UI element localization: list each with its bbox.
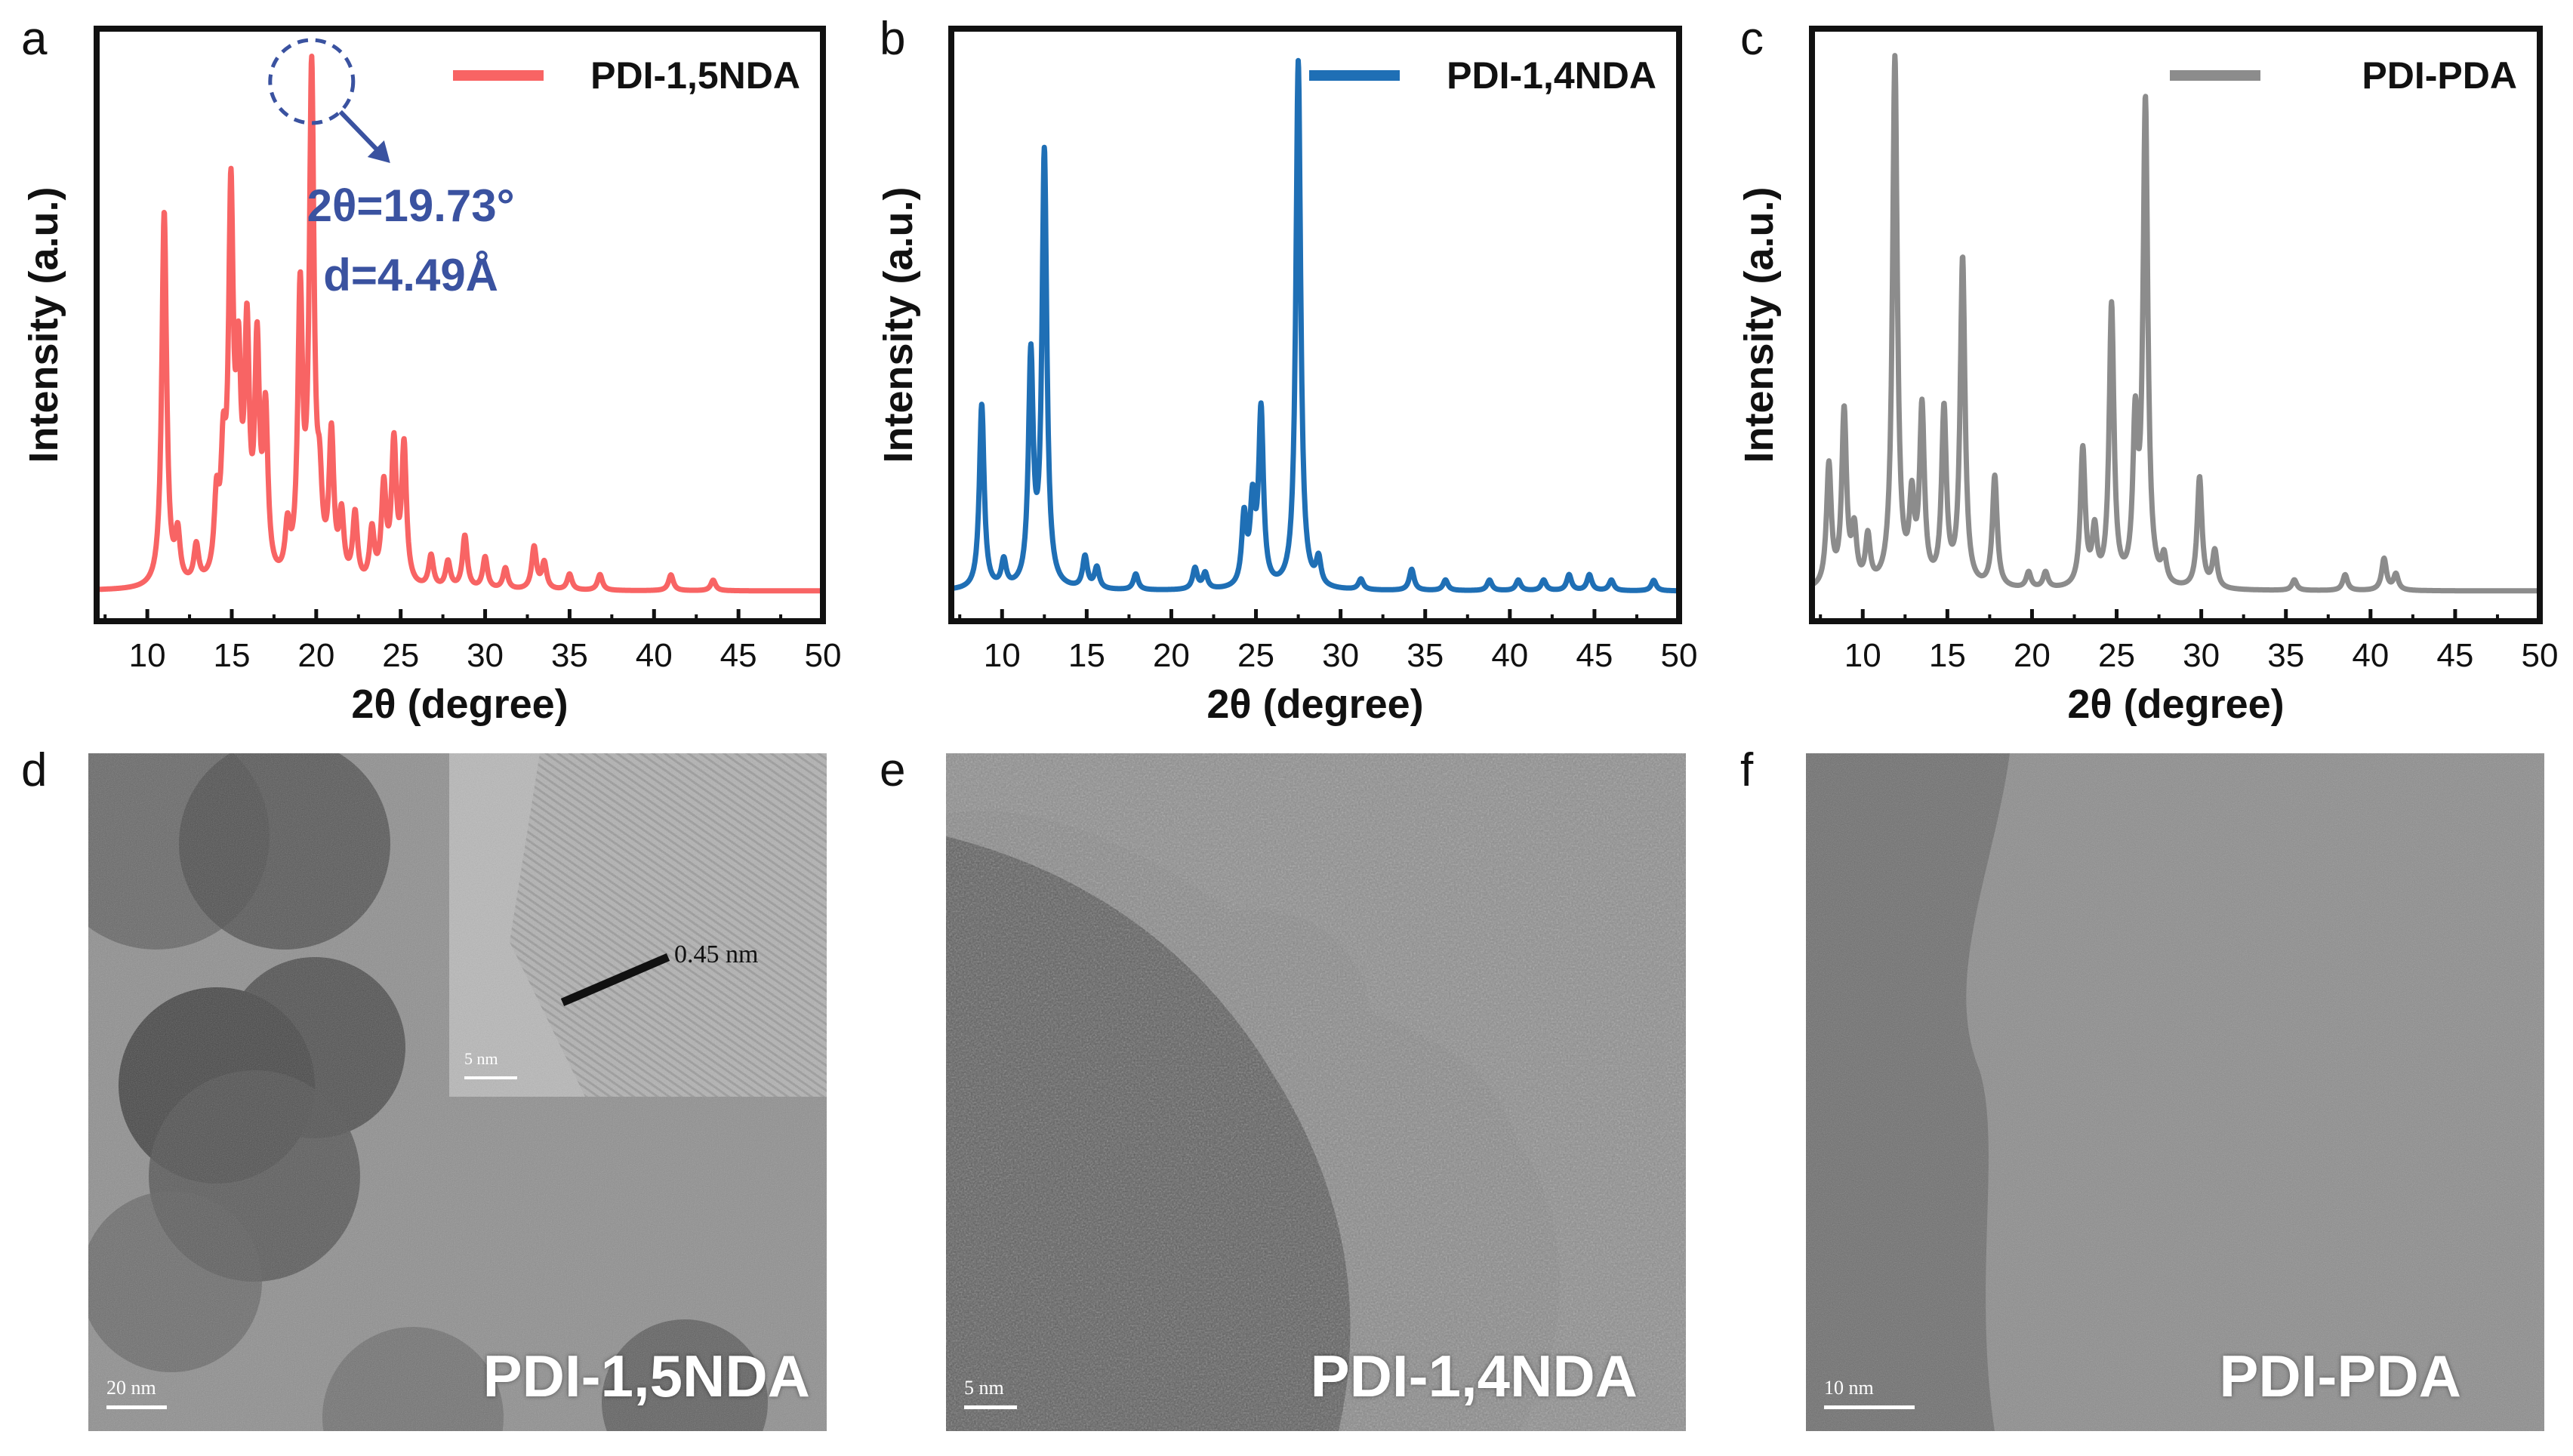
x-tick-label: 25 <box>382 637 419 674</box>
x-tick-label: 40 <box>636 637 673 674</box>
peak-highlight-circle <box>268 38 356 125</box>
axes-frame <box>948 26 1682 624</box>
panel-letter-c: c <box>1740 13 1764 65</box>
tem-image-d: 5 nm 0.45 nm 20 nm PDI-1,5NDA <box>88 753 827 1431</box>
x-tick-label: 50 <box>805 637 842 674</box>
x-tick-label: 35 <box>2267 637 2304 674</box>
axes-frame <box>1809 26 2543 624</box>
series-line <box>1810 53 2542 594</box>
series-line <box>94 54 825 594</box>
tem-d-scale-bar <box>106 1405 167 1409</box>
panel-letter-d: d <box>21 744 48 796</box>
tem-d-label: PDI-1,5NDA <box>482 1343 810 1409</box>
panel-letter-e: e <box>880 744 906 796</box>
x-tick-label: 50 <box>2522 637 2559 674</box>
xrd-charts: 10 15 20 25 30 35 40 45 50 2θ (degree) Intensity (… <box>21 26 2559 727</box>
tem-e-label: PDI-1,4NDA <box>1310 1343 1638 1409</box>
x-tick-label: 15 <box>1929 637 1966 674</box>
tem-d-fringe-label: 0.45 nm <box>674 940 759 968</box>
panel-letter-b: b <box>880 13 906 65</box>
legend-label: PDI-PDA <box>2362 54 2517 97</box>
x-tick-label: 10 <box>984 637 1021 674</box>
tem-d-inset-texture <box>449 753 827 1097</box>
x-tick-label: 45 <box>1576 637 1613 674</box>
legend-label: PDI-1,4NDA <box>1447 54 1656 97</box>
x-tick-label: 40 <box>2352 637 2389 674</box>
x-tick-label: 50 <box>1661 637 1698 674</box>
x-tick-label: 35 <box>1407 637 1444 674</box>
tem-f-texture <box>1806 753 2544 1431</box>
tem-d-scale-text: 20 nm <box>106 1377 156 1399</box>
annotation-arrowhead <box>367 140 390 163</box>
tem-d-inset-scale-bar <box>464 1076 517 1079</box>
tem-d-inset-scale-text: 5 nm <box>464 1049 498 1068</box>
x-tick-label: 20 <box>297 637 334 674</box>
x-tick-label: 10 <box>129 637 166 674</box>
x-tick-label: 10 <box>1844 637 1881 674</box>
x-axis-label: 2θ (degree) <box>1206 682 1423 727</box>
xrd-panel-2: 10 15 20 25 30 35 40 45 50 2θ (degree) Intensity (… <box>1736 26 2559 727</box>
x-tick-label: 25 <box>2098 637 2135 674</box>
panel-letter-f: f <box>1740 744 1754 796</box>
tem-image-f: 10 nm PDI-PDA <box>1806 753 2544 1431</box>
x-tick-label: 45 <box>2436 637 2473 674</box>
tem-e-texture <box>946 753 1686 1431</box>
annotation-text-0: 2θ=19.73° <box>307 180 515 231</box>
tem-f-label: PDI-PDA <box>2219 1343 2461 1409</box>
x-tick-label: 35 <box>551 637 588 674</box>
x-axis-label: 2θ (degree) <box>2067 682 2284 727</box>
y-axis-label: Intensity (a.u.) <box>876 186 921 463</box>
x-axis-label: 2θ (degree) <box>351 682 568 727</box>
x-tick-label: 15 <box>214 637 251 674</box>
tem-f-scale-text: 10 nm <box>1824 1377 1874 1399</box>
xrd-panel-1: 10 15 20 25 30 35 40 45 50 2θ (degree) Intensity (… <box>876 26 1698 727</box>
x-tick-label: 45 <box>720 637 757 674</box>
x-tick-label: 20 <box>2014 637 2051 674</box>
tem-d-inset: 5 nm 0.45 nm <box>449 753 827 1097</box>
panel-letter-a: a <box>21 13 48 65</box>
x-tick-label: 30 <box>467 637 504 674</box>
annotation-text-1: d=4.49Å <box>323 250 498 300</box>
x-tick-label: 40 <box>1491 637 1528 674</box>
tem-f-scale-bar <box>1824 1405 1915 1409</box>
x-tick-label: 30 <box>2183 637 2220 674</box>
xrd-panel-0: 10 15 20 25 30 35 40 45 50 2θ (degree) Intensity (… <box>21 26 842 727</box>
legend-label: PDI-1,5NDA <box>590 54 800 97</box>
x-tick-label: 30 <box>1322 637 1359 674</box>
series-line <box>949 57 1681 594</box>
tem-e-scale-text: 5 nm <box>964 1377 1004 1399</box>
y-axis-label: Intensity (a.u.) <box>21 186 66 463</box>
tem-image-e: 5 nm PDI-1,4NDA <box>946 753 1686 1431</box>
tem-e-scale-bar <box>964 1405 1017 1409</box>
fringe-marker-line <box>560 953 670 1007</box>
x-tick-label: 20 <box>1153 637 1190 674</box>
axes-frame <box>94 26 826 624</box>
x-tick-label: 25 <box>1237 637 1274 674</box>
y-axis-label: Intensity (a.u.) <box>1736 186 1782 463</box>
annotation-arrow <box>338 109 383 156</box>
x-tick-label: 15 <box>1068 637 1105 674</box>
